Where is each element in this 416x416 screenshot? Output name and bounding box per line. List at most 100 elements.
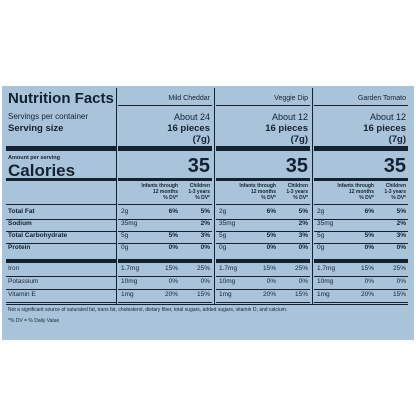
- nutrients-amount: 35mg: [317, 220, 334, 227]
- nutrients-amount: 5g: [317, 232, 325, 239]
- rule: [118, 289, 212, 290]
- nutrients-dv-infants: 6%: [266, 208, 276, 215]
- rule: [118, 243, 212, 244]
- rule: [118, 204, 212, 205]
- title: Nutrition Facts: [8, 90, 114, 107]
- vitamins-dv-infants: 0%: [266, 278, 276, 285]
- calories: 35: [187, 155, 210, 177]
- calories: 35: [285, 155, 308, 177]
- infants-header: 12 months: [152, 189, 178, 195]
- nutrients-dv-infants: 0%: [168, 244, 178, 251]
- rule: [6, 204, 116, 205]
- nutrients-dv-infants: 0%: [266, 244, 276, 251]
- nutrient-label: Total Carbohydrate: [8, 232, 68, 239]
- vitamins-dv-children: 25%: [196, 265, 210, 272]
- rule: [216, 204, 310, 205]
- vitamins-dv-infants: 15%: [360, 265, 374, 272]
- rule: [216, 259, 310, 263]
- servings: About 24: [173, 112, 210, 122]
- rule: [6, 231, 116, 232]
- serving-size-label: Serving size: [8, 123, 64, 134]
- rule: [6, 146, 116, 151]
- vitamins-amount: 1.7mg: [317, 265, 336, 272]
- nutrients-dv-children: 5%: [298, 208, 308, 215]
- rule: [6, 289, 116, 290]
- footnote: Not a significant source of saturated fa…: [8, 307, 288, 313]
- children-header: Children: [189, 183, 210, 189]
- rule: [216, 243, 310, 244]
- vitamins-amount: 1mg: [219, 291, 232, 298]
- vitamins-dv-children: 15%: [294, 291, 308, 298]
- nutrients-amount: 0g: [219, 244, 227, 251]
- children-header: Children: [287, 183, 308, 189]
- children-header: % DV*: [195, 195, 210, 201]
- children-header: 1-3 years: [188, 189, 210, 195]
- serving-weight: (7g): [290, 134, 308, 145]
- label-panel: [2, 86, 414, 340]
- rule: [118, 231, 212, 232]
- nutrients-dv-children: 3%: [200, 232, 210, 239]
- vitamins-amount: 1mg: [121, 291, 134, 298]
- rule: [6, 259, 116, 263]
- nutrients-dv-infants: 5%: [364, 232, 374, 239]
- nutrients-dv-children: 0%: [298, 244, 308, 251]
- infants-header: % DV*: [261, 195, 276, 201]
- nutrients-dv-children: 2%: [298, 220, 308, 227]
- vitamins-amount: 1.7mg: [219, 265, 238, 272]
- vitamins-dv-children: 25%: [392, 265, 406, 272]
- servings: About 12: [271, 112, 308, 122]
- serving-size: 16 pieces: [265, 123, 308, 134]
- nutrients-amount: 0g: [317, 244, 325, 251]
- vitamins-dv-children: 15%: [392, 291, 406, 298]
- children-header: % DV*: [391, 195, 406, 201]
- rule: [314, 231, 408, 232]
- vitamins-amount: 10mg: [317, 278, 334, 285]
- rule: [216, 105, 310, 106]
- rule: [216, 289, 310, 290]
- vitamins-amount: 10mg: [219, 278, 236, 285]
- vitamins-dv-children: 25%: [294, 265, 308, 272]
- vitamins-dv-children: 0%: [200, 278, 210, 285]
- vitamins-dv-children: 0%: [298, 278, 308, 285]
- nutrient-label: Total Fat: [8, 208, 35, 215]
- rule: [6, 276, 116, 277]
- infants-header: Infants through: [141, 183, 178, 189]
- infants-header: 12 months: [250, 189, 276, 195]
- vitamins-amount: 1.7mg: [121, 265, 140, 272]
- rule: [314, 105, 408, 106]
- nutrients-amount: 2g: [121, 208, 129, 215]
- rule: [6, 178, 116, 181]
- nutrients-dv-infants: 5%: [168, 232, 178, 239]
- vitamins-dv-infants: 15%: [262, 265, 276, 272]
- column-divider: [312, 88, 313, 304]
- rule: [314, 259, 408, 263]
- serving-size: 16 pieces: [363, 123, 406, 134]
- vitamins-dv-infants: 0%: [168, 278, 178, 285]
- serving-size: 16 pieces: [167, 123, 210, 134]
- vitamin-label: Potassium: [8, 278, 39, 285]
- vitamins-dv-infants: 0%: [364, 278, 374, 285]
- infants-header: % DV*: [359, 195, 374, 201]
- rule: [314, 302, 408, 303]
- column-divider: [214, 88, 215, 304]
- nutrients-dv-children: 3%: [396, 232, 406, 239]
- nutrients-dv-children: 0%: [200, 244, 210, 251]
- rule: [314, 289, 408, 290]
- nutrients-dv-infants: 5%: [266, 232, 276, 239]
- nutrients-amount: 35mg: [121, 220, 138, 227]
- nutrients-amount: 2g: [219, 208, 227, 215]
- nutrients-dv-infants: 6%: [364, 208, 374, 215]
- infants-header: 12 months: [348, 189, 374, 195]
- nutrients-dv-children: 2%: [200, 220, 210, 227]
- rule: [216, 219, 310, 220]
- rule: [314, 204, 408, 205]
- children-header: 1-3 years: [384, 189, 406, 195]
- infants-header: % DV*: [163, 195, 178, 201]
- vitamin-label: Iron: [8, 265, 20, 272]
- nutrients-amount: 5g: [219, 232, 227, 239]
- nutrients-dv-children: 0%: [396, 244, 406, 251]
- vitamins-dv-children: 0%: [396, 278, 406, 285]
- footnote: *% DV = % Daily Value: [8, 318, 60, 324]
- product-name: Garden Tomato: [357, 95, 406, 102]
